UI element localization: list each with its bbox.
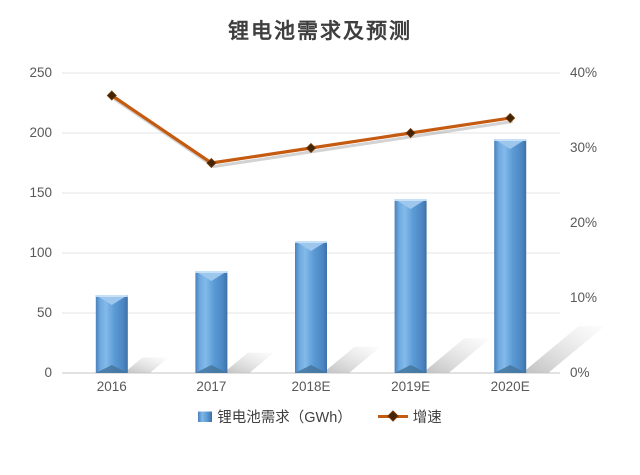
- x-axis-tick: 2020E: [490, 379, 530, 394]
- x-axis-tick: 2017: [196, 379, 227, 394]
- chart-title: 锂电池需求及预测: [228, 20, 412, 43]
- y-axis-tick-right: 10%: [570, 290, 598, 305]
- x-axis-tick: 2016: [96, 379, 127, 394]
- y-axis-tick-left: 150: [29, 185, 52, 200]
- legend-item-growth[interactable]: 增速: [377, 406, 442, 427]
- y-axis-tick-left: 100: [29, 245, 52, 260]
- bar-series-swatch-icon: [198, 410, 213, 422]
- y-axis-tick-left: 50: [36, 305, 52, 320]
- legend-item-demand[interactable]: 锂电池需求（GWh）: [198, 406, 352, 427]
- y-axis-tick-right: 0%: [570, 365, 590, 380]
- x-axis-tick: 2019E: [391, 379, 431, 394]
- legend-label-demand: 锂电池需求（GWh）: [217, 409, 352, 426]
- legend: 锂电池需求（GWh） 增速: [0, 403, 640, 429]
- line-series-swatch-icon: [377, 410, 408, 422]
- y-axis-tick-left: 250: [29, 65, 52, 80]
- y-axis-tick-right: 20%: [570, 215, 598, 230]
- y-axis-tick-left: 200: [29, 125, 52, 140]
- y-axis-tick-right: 40%: [570, 65, 598, 80]
- plot-area: 250 200 150 100 50 0 0% 10% 20% 30% 40% 2016 2017 2…: [0, 65, 640, 394]
- plot-canvas: [62, 72, 605, 374]
- y-axis-tick-left: 0: [44, 365, 52, 380]
- x-axis-tick: 2018E: [291, 379, 331, 394]
- legend-label-growth: 增速: [412, 409, 442, 426]
- y-axis-tick-right: 30%: [570, 140, 598, 155]
